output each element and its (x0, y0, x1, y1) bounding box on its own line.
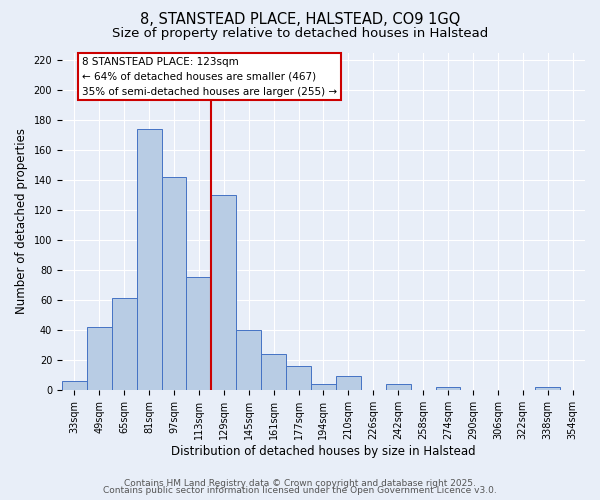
Bar (211, 195, 236, 390)
Text: Contains HM Land Registry data © Crown copyright and database right 2025.: Contains HM Land Registry data © Crown c… (124, 478, 476, 488)
Bar (187, 278, 211, 390)
Text: 8 STANSTEAD PLACE: 123sqm
← 64% of detached houses are smaller (467)
35% of semi: 8 STANSTEAD PLACE: 123sqm ← 64% of detac… (82, 57, 337, 96)
Text: 8, STANSTEAD PLACE, HALSTEAD, CO9 1GQ: 8, STANSTEAD PLACE, HALSTEAD, CO9 1GQ (140, 12, 460, 28)
Bar (87, 327, 112, 390)
Bar (535, 387, 560, 390)
Bar (386, 384, 410, 390)
Bar (112, 298, 137, 390)
Bar (161, 177, 187, 390)
Y-axis label: Number of detached properties: Number of detached properties (15, 128, 28, 314)
Bar (137, 129, 161, 390)
Bar (286, 366, 311, 390)
Bar (261, 354, 286, 390)
Bar (311, 384, 336, 390)
Bar (436, 387, 460, 390)
X-axis label: Distribution of detached houses by size in Halstead: Distribution of detached houses by size … (171, 444, 476, 458)
Bar (336, 376, 361, 390)
Text: Contains public sector information licensed under the Open Government Licence v3: Contains public sector information licen… (103, 486, 497, 495)
Bar (236, 330, 261, 390)
Bar (62, 381, 87, 390)
Text: Size of property relative to detached houses in Halstead: Size of property relative to detached ho… (112, 28, 488, 40)
